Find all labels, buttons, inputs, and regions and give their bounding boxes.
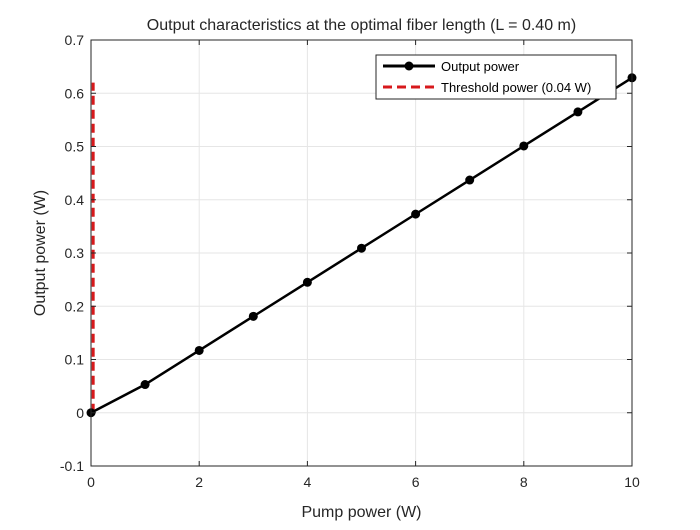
y-tick-label: 0 [76, 405, 84, 421]
x-tick-label: 2 [195, 474, 203, 490]
y-tick-label: 0.7 [65, 32, 85, 48]
legend-box [375, 54, 617, 100]
y-tick-label: 0.1 [65, 352, 85, 368]
output-power-point [140, 380, 150, 390]
output-power-point [411, 209, 421, 219]
legend-entry-output-power: Output power [441, 59, 520, 74]
legend-entry-threshold-power: Threshold power (0.04 W) [441, 80, 591, 95]
y-tick-label: 0.6 [65, 85, 85, 101]
output-power-point [357, 243, 366, 253]
output-power-point [302, 277, 312, 287]
x-tick-label: 10 [624, 474, 640, 490]
output-power-point [194, 345, 204, 355]
output-power-point [248, 311, 258, 321]
legend-marker-output-power [404, 61, 414, 71]
y-tick-label: 0.5 [65, 139, 85, 155]
y-axis-label: Output power (W) [32, 190, 49, 316]
x-tick-label: 8 [520, 474, 528, 490]
tick-layer: 0 2 4 6 8 10-0.100.10.20.30.40.50.60.7 [60, 32, 640, 490]
output-power-point [465, 175, 475, 185]
output-power-point [519, 141, 529, 151]
output-power-point [573, 107, 583, 117]
y-tick-label: -0.1 [60, 458, 84, 474]
x-tick-label: 0 [87, 474, 95, 490]
legend: Output power Threshold power (0.04 W) [375, 54, 617, 100]
y-tick-label: 0.4 [65, 192, 85, 208]
x-tick-label: 4 [304, 474, 312, 490]
chart-title: Output characteristics at the optimal fi… [147, 17, 576, 34]
y-tick-label: 0.2 [65, 298, 85, 314]
y-tick-label: 0.3 [65, 245, 85, 261]
x-tick-label: 6 [412, 474, 420, 490]
x-axis-label: Pump power (W) [301, 504, 421, 521]
